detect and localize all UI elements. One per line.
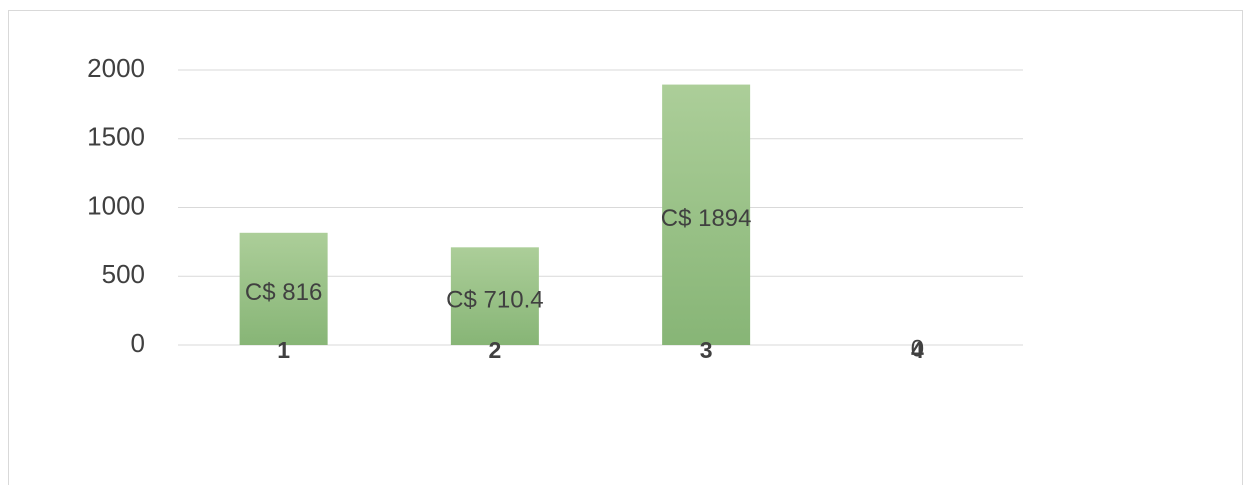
bar — [239, 232, 328, 345]
x-tick-label: 3 — [700, 337, 713, 363]
data-label: 0 — [911, 335, 924, 362]
data-label: C$ 1894 — [661, 205, 752, 232]
bar — [662, 84, 751, 345]
x-tick-label: 4 — [911, 337, 924, 363]
x-tick-label: 1 — [277, 337, 290, 363]
data-label: C$ 816 — [245, 279, 322, 306]
y-tick-label: 1500 — [87, 122, 145, 152]
data-label: C$ 710.4 — [446, 287, 543, 314]
y-tick-label: 500 — [102, 259, 145, 289]
x-tick-label: 2 — [488, 337, 501, 363]
y-tick-label: 1000 — [87, 190, 145, 220]
bar — [450, 247, 539, 345]
chart-frame — [8, 10, 1243, 485]
y-tick-label: 0 — [131, 328, 145, 358]
y-tick-label: 2000 — [87, 53, 145, 83]
